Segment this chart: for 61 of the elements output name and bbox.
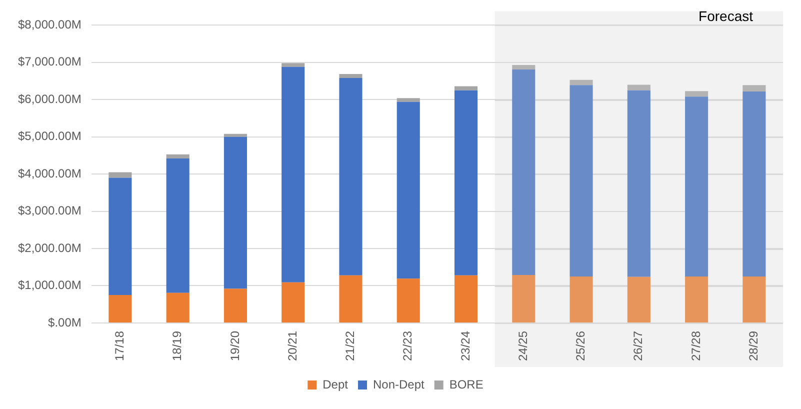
y-tick-label: $5,000.00M — [18, 129, 82, 144]
bar — [685, 91, 708, 97]
bar — [339, 78, 362, 276]
bar — [166, 158, 190, 293]
bar — [166, 292, 190, 322]
bar — [339, 275, 362, 322]
x-tick-label: 21/22 — [343, 330, 358, 361]
x-tick-label: 20/21 — [285, 330, 300, 361]
bar — [685, 276, 708, 322]
y-tick-label: $8,000.00M — [18, 18, 82, 32]
bar — [224, 134, 247, 137]
x-tick-label: 22/23 — [400, 330, 415, 361]
x-tick-label: 18/19 — [170, 330, 184, 361]
bar — [339, 74, 362, 78]
bar — [224, 136, 247, 289]
bar — [282, 66, 305, 282]
x-tick-label: 27/28 — [688, 330, 703, 361]
bar — [166, 154, 190, 158]
bar — [108, 172, 132, 178]
bar — [570, 85, 593, 276]
bar — [742, 276, 766, 322]
bar — [570, 80, 593, 86]
legend-label: BORE — [449, 377, 484, 392]
bar — [627, 276, 650, 322]
bar — [396, 278, 420, 322]
y-tick-label: $6,000.00M — [18, 92, 82, 106]
y-tick-label: $2,000.00M — [18, 240, 82, 255]
y-tick-label: $.00M — [48, 315, 82, 330]
bar — [224, 288, 247, 322]
x-tick-label: 19/20 — [228, 330, 242, 361]
x-tick-label: 25/26 — [574, 330, 588, 361]
legend-label: Non-Dept — [372, 377, 426, 392]
bar — [742, 91, 766, 276]
y-tick-label: $7,000.00M — [18, 54, 82, 69]
band-label: Forecast — [698, 8, 754, 24]
y-tick-label: $3,000.00M — [18, 204, 82, 218]
bar — [454, 90, 478, 276]
bar — [108, 178, 132, 296]
bar — [396, 102, 420, 279]
bar — [108, 295, 132, 322]
x-tick-label: 24/25 — [516, 330, 530, 361]
y-tick-label: $1,000.00M — [18, 278, 82, 292]
bar — [742, 85, 766, 92]
legend-label: Dept — [322, 377, 349, 392]
bar — [512, 65, 536, 70]
y-tick-label: $4,000.00M — [18, 166, 82, 180]
x-tick-label: 23/24 — [458, 330, 472, 361]
bar — [627, 84, 650, 90]
bar — [512, 274, 536, 322]
bar — [282, 282, 305, 322]
bar — [685, 96, 708, 276]
bar — [627, 90, 650, 277]
bar — [512, 69, 536, 275]
x-tick-label: 17/18 — [112, 330, 127, 361]
x-tick-label: 26/27 — [631, 330, 646, 361]
bar — [396, 98, 420, 102]
bar — [282, 63, 305, 67]
x-tick-label: 28/29 — [746, 330, 760, 361]
bar — [570, 276, 593, 322]
bar — [454, 86, 478, 90]
bar — [454, 275, 478, 322]
